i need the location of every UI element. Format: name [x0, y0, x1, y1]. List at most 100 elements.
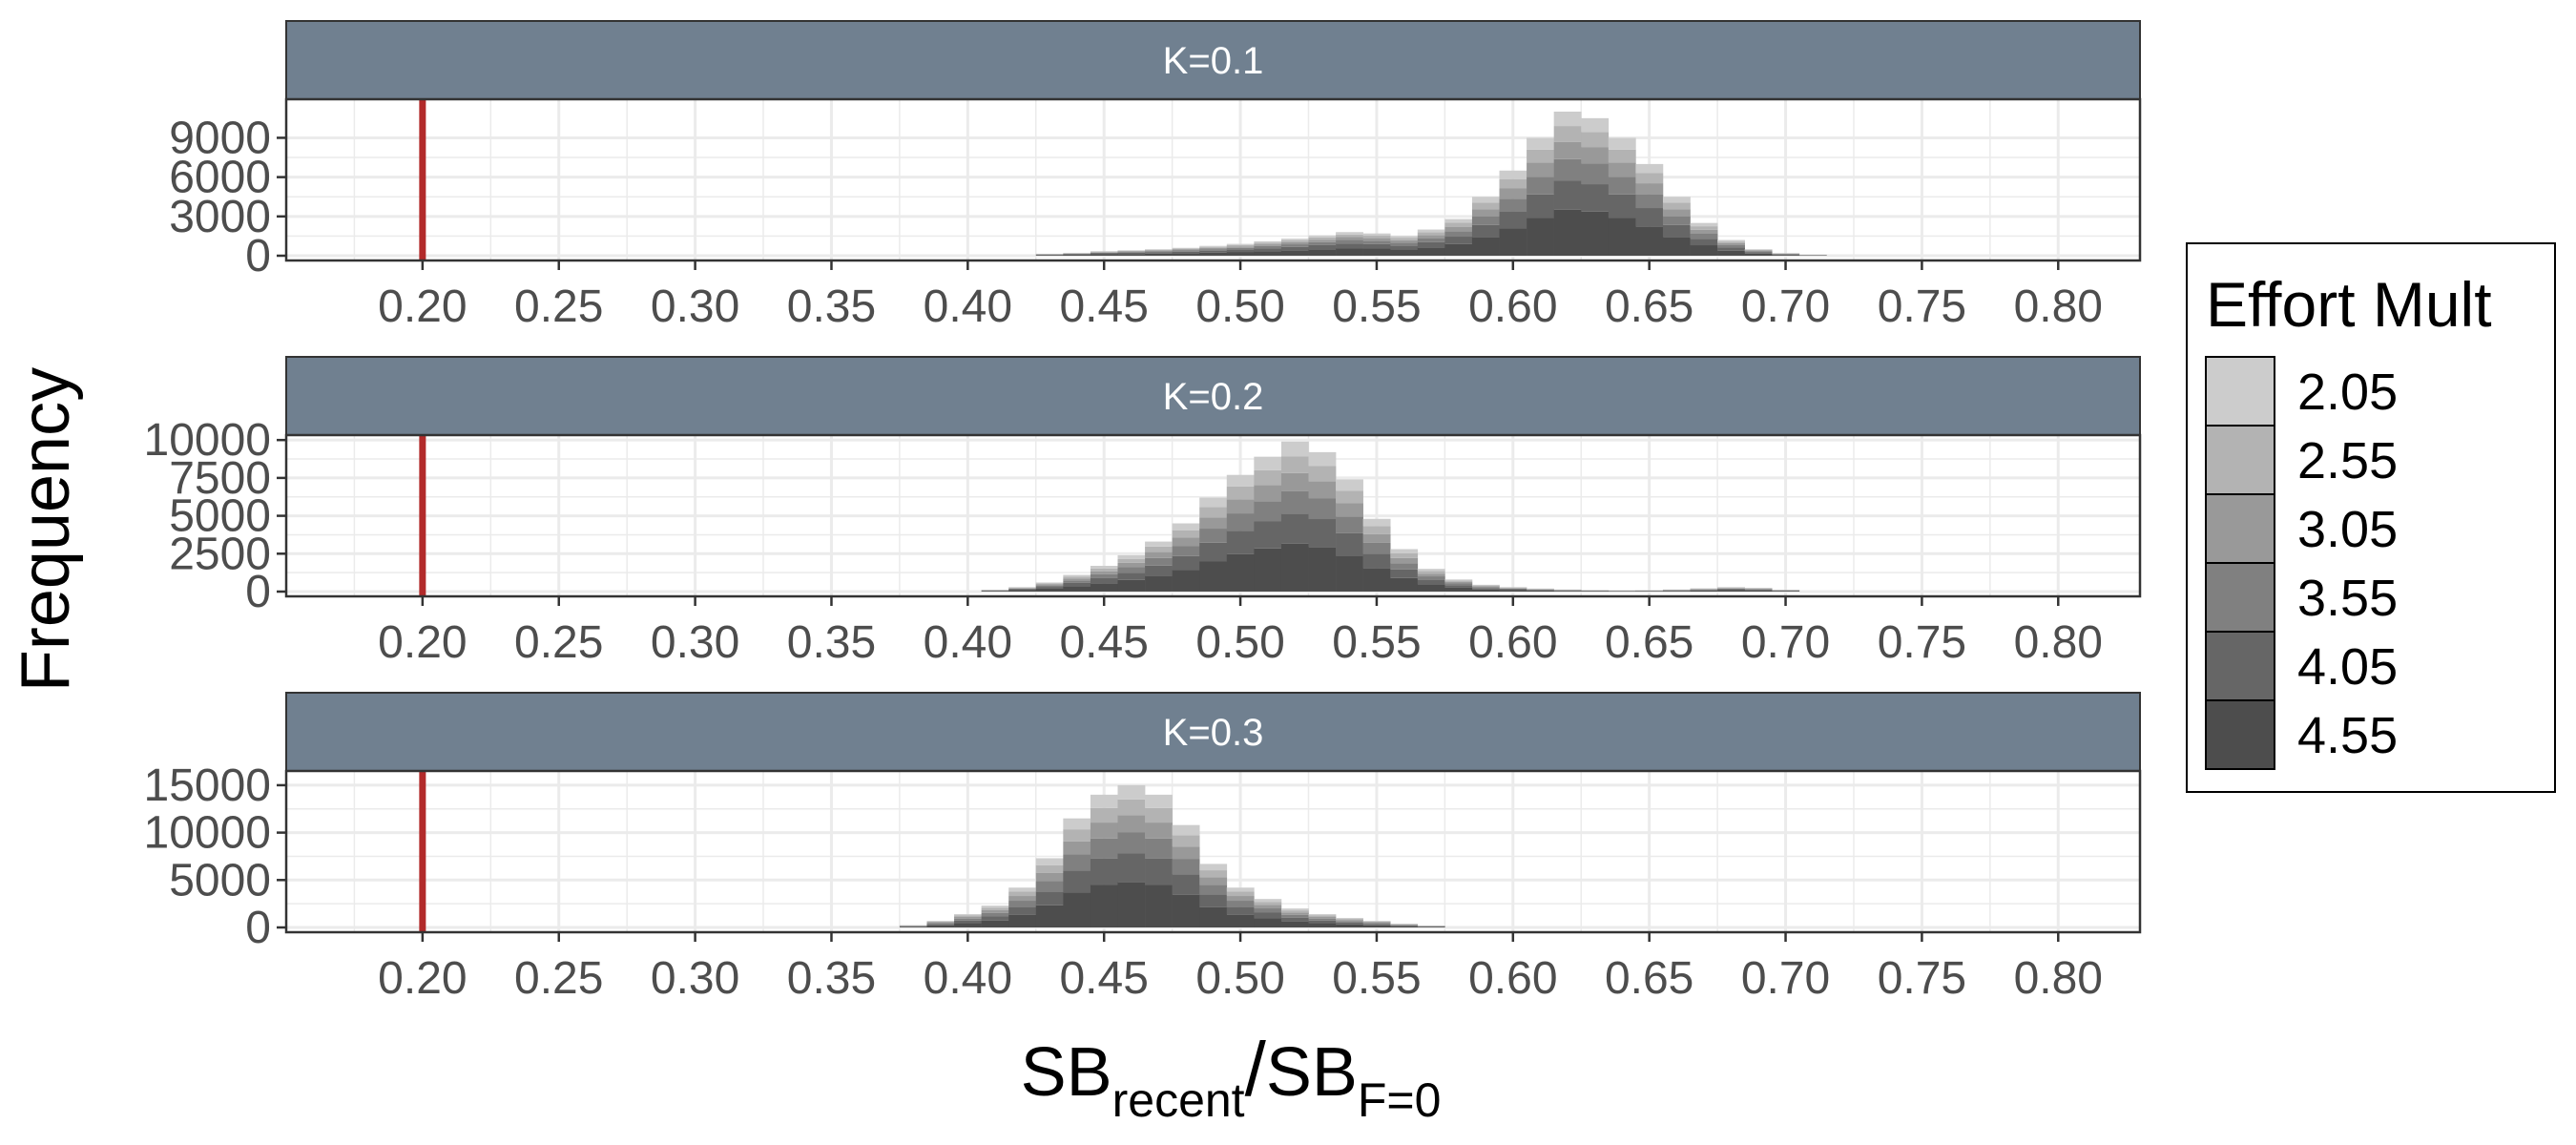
x-tick-label: 0.80: [2014, 617, 2103, 668]
x-axis-title-main2: SB: [1266, 1034, 1358, 1111]
histogram-bar-segment: [1444, 579, 1473, 581]
histogram-bar-segment: [1199, 864, 1228, 871]
histogram-bar-segment: [1199, 247, 1228, 250]
histogram-bar-segment: [954, 918, 982, 921]
histogram-bar-segment: [1199, 252, 1228, 256]
x-tick-label: 0.25: [514, 953, 603, 1004]
facet-strip-label: K=0.3: [1163, 712, 1264, 754]
histogram-bar-segment: [1035, 864, 1064, 873]
histogram-bar-segment: [1444, 226, 1473, 232]
histogram-bar-segment: [1254, 912, 1282, 919]
histogram-bar-segment: [1035, 858, 1064, 865]
x-tick-label: 0.50: [1195, 953, 1284, 1004]
histogram-bar-segment: [1744, 590, 1773, 592]
histogram-bar-segment: [1254, 521, 1282, 549]
histogram-bar-segment: [1226, 243, 1255, 245]
histogram-bar-segment: [1527, 149, 1554, 163]
histogram-bar-segment: [1499, 228, 1527, 256]
histogram-bar-segment: [1717, 239, 1745, 242]
x-tick-label: 0.45: [1059, 281, 1148, 332]
histogram-bar-segment: [1417, 569, 1445, 572]
histogram-bar-segment: [1226, 474, 1255, 487]
histogram-bar-segment: [981, 920, 1009, 927]
legend-items: 2.05 2.55 3.05 3.55 4.05 4.55: [2205, 356, 2398, 770]
histogram-bar-segment: [1063, 818, 1091, 830]
histogram-bar-segment: [1336, 555, 1363, 592]
histogram-bar-segment: [1035, 891, 1064, 906]
x-tick-label: 0.80: [2014, 953, 2103, 1004]
histogram-bar-segment: [1444, 237, 1473, 244]
histogram-bar-segment: [1063, 254, 1091, 256]
histogram-bar-segment: [1117, 853, 1146, 883]
histogram-bar-segment: [1145, 541, 1173, 547]
x-tick-label: 0.70: [1741, 281, 1830, 332]
histogram-bar-segment: [1254, 245, 1282, 249]
histogram-bar-segment: [1362, 553, 1391, 569]
histogram-bar-segment: [1280, 239, 1309, 240]
histogram-bar-segment: [1362, 923, 1391, 925]
x-tick-label: 0.20: [378, 617, 467, 668]
histogram-bar-segment: [954, 923, 982, 927]
legend-swatch: [2205, 493, 2275, 564]
histogram-bar-segment: [1362, 922, 1391, 924]
facet-strip: [285, 356, 2141, 436]
x-tick-label: 0.40: [924, 953, 1012, 1004]
histogram-bar-segment: [1662, 216, 1691, 225]
histogram-bar-segment: [954, 915, 982, 918]
x-tick-label: 0.30: [651, 617, 739, 668]
histogram-bar-segment: [1417, 579, 1445, 585]
histogram-bar-segment: [926, 923, 955, 925]
histogram-bar-segment: [1280, 456, 1309, 473]
histogram-bar-segment: [981, 916, 1009, 921]
histogram-bar-segment: [1090, 568, 1118, 572]
histogram-bar-segment: [1390, 569, 1419, 578]
histogram-bar-segment: [1717, 590, 1745, 592]
x-tick-label: 0.25: [514, 281, 603, 332]
histogram-bar-segment: [1280, 250, 1309, 256]
histogram-bar-segment: [1226, 244, 1255, 247]
histogram-bar-segment: [1717, 587, 1745, 589]
histogram-bar-segment: [1254, 902, 1282, 906]
histogram-bar-segment: [1226, 914, 1255, 927]
histogram-bar-segment: [1444, 580, 1473, 582]
histogram-bar-segment: [1035, 585, 1064, 588]
histogram-bar-segment: [1608, 162, 1636, 177]
histogram-bar-segment: [1226, 247, 1255, 250]
legend-label: 3.55: [2297, 570, 2398, 627]
x-tick-label: 0.60: [1468, 617, 1557, 668]
histogram-bar-segment: [1199, 250, 1228, 253]
histogram-bar-segment: [1608, 149, 1636, 163]
histogram-bar-segment: [1690, 239, 1718, 246]
legend-swatch: [2205, 699, 2275, 770]
histogram-bar-segment: [1308, 917, 1337, 919]
histogram-bar-segment: [1035, 255, 1064, 256]
histogram-bar-segment: [1008, 587, 1037, 589]
histogram-bar-segment: [1336, 516, 1363, 533]
histogram-bar-segment: [1226, 891, 1255, 897]
histogram-bar-segment: [1390, 925, 1419, 926]
histogram-bar-segment: [1553, 126, 1582, 142]
histogram-bar-segment: [1008, 588, 1037, 589]
histogram-bar-segment: [1336, 919, 1363, 921]
histogram-bar-segment: [1581, 147, 1610, 164]
x-tick-label: 0.60: [1468, 281, 1557, 332]
histogram-bar-segment: [1090, 573, 1118, 578]
histogram-bar-segment: [1090, 858, 1118, 885]
histogram-bar-segment: [1172, 537, 1200, 547]
histogram-bar-segment: [926, 925, 955, 927]
histogram-bar-segment: [1336, 234, 1363, 238]
histogram-bar-segment: [926, 922, 955, 924]
histogram-bar-segment: [1417, 229, 1445, 233]
histogram-bar-segment: [1362, 518, 1391, 527]
histogram-bar-segment: [1499, 588, 1527, 590]
histogram-bar-segment: [1280, 490, 1309, 514]
histogram-bar-segment: [1744, 253, 1773, 256]
histogram-bar-segment: [1336, 922, 1363, 925]
histogram-bar-segment: [926, 921, 955, 922]
histogram-bar-segment: [1308, 481, 1337, 499]
histogram-bar-segment: [1308, 519, 1337, 548]
histogram-bar-segment: [1527, 194, 1554, 219]
histogram-bar-segment: [1471, 584, 1500, 586]
histogram-bar-segment: [1226, 246, 1255, 248]
